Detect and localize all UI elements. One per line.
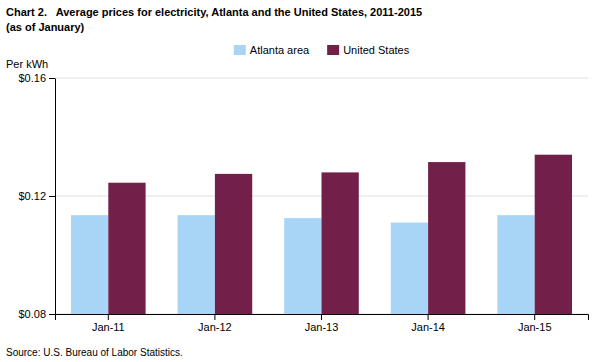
legend-swatch	[234, 45, 246, 55]
x-axis-line	[56, 315, 589, 321]
legend-item: United States	[327, 44, 410, 56]
legend-swatch	[327, 45, 339, 55]
y-tick-label: $0.16	[18, 72, 46, 84]
bar	[284, 218, 321, 314]
y-tick-label: $0.12	[18, 190, 46, 202]
title: Chart 2. Average prices for electricity,…	[6, 6, 422, 18]
x-tick-label: Jan-13	[305, 321, 339, 333]
x-tick-label: Jan-12	[198, 321, 232, 333]
x-tick: Jan-12	[198, 314, 232, 333]
bar	[535, 155, 572, 314]
x-tick-label: Jan-15	[518, 321, 552, 333]
bar	[391, 223, 428, 314]
x-tick-mark	[534, 314, 535, 320]
y-tick-mark	[49, 78, 55, 79]
y-tick: $0.16	[18, 72, 55, 84]
grid	[55, 78, 588, 314]
bar	[497, 215, 534, 314]
y-tick-mark	[49, 314, 55, 315]
bars	[71, 155, 572, 314]
chart-container: Chart 2. Average prices for electricity,…	[0, 0, 603, 362]
plot-area: $0.08$0.12$0.16Jan-11Jan-12Jan-13Jan-14J…	[18, 72, 588, 333]
legend-item: Atlanta area	[234, 44, 310, 56]
x-tick-mark	[214, 314, 215, 320]
x-tick-label: Jan-14	[411, 321, 445, 333]
chart-svg: Chart 2. Average prices for electricity,…	[0, 0, 603, 362]
y-tick: $0.08	[18, 308, 55, 320]
x-tick-mark	[108, 314, 109, 320]
bar	[322, 172, 359, 314]
bar-series	[108, 155, 572, 314]
x-axis: Jan-11 Jan-12 Jan-13 Jan-14 Jan-15	[56, 314, 589, 333]
y-tick-mark	[49, 196, 55, 197]
legend-label: Atlanta area	[250, 44, 310, 56]
bar	[108, 183, 145, 314]
y-axis: $0.08 $0.12 $0.16	[18, 72, 55, 320]
y-axis-line	[55, 79, 56, 315]
y-tick-label: $0.08	[18, 308, 46, 320]
bar	[428, 162, 465, 314]
subtitle: (as of January)	[6, 21, 85, 33]
grid-line	[55, 78, 588, 79]
x-tick: Jan-15	[518, 314, 552, 333]
legend: Atlanta area United States	[234, 44, 410, 56]
x-tick-mark	[428, 314, 429, 320]
bar	[71, 215, 108, 314]
x-tick: Jan-11	[92, 314, 125, 333]
y-axis-label: Per kWh	[6, 58, 48, 70]
y-tick: $0.12	[18, 190, 55, 202]
bar	[215, 174, 252, 314]
source: Source: U.S. Bureau of Labor Statistics.	[6, 347, 183, 358]
x-tick: Jan-14	[411, 314, 445, 333]
x-tick-label: Jan-11	[92, 321, 125, 333]
x-tick-mark	[321, 314, 322, 320]
bar	[178, 215, 215, 314]
legend-label: United States	[343, 44, 410, 56]
x-tick: Jan-13	[305, 314, 339, 333]
